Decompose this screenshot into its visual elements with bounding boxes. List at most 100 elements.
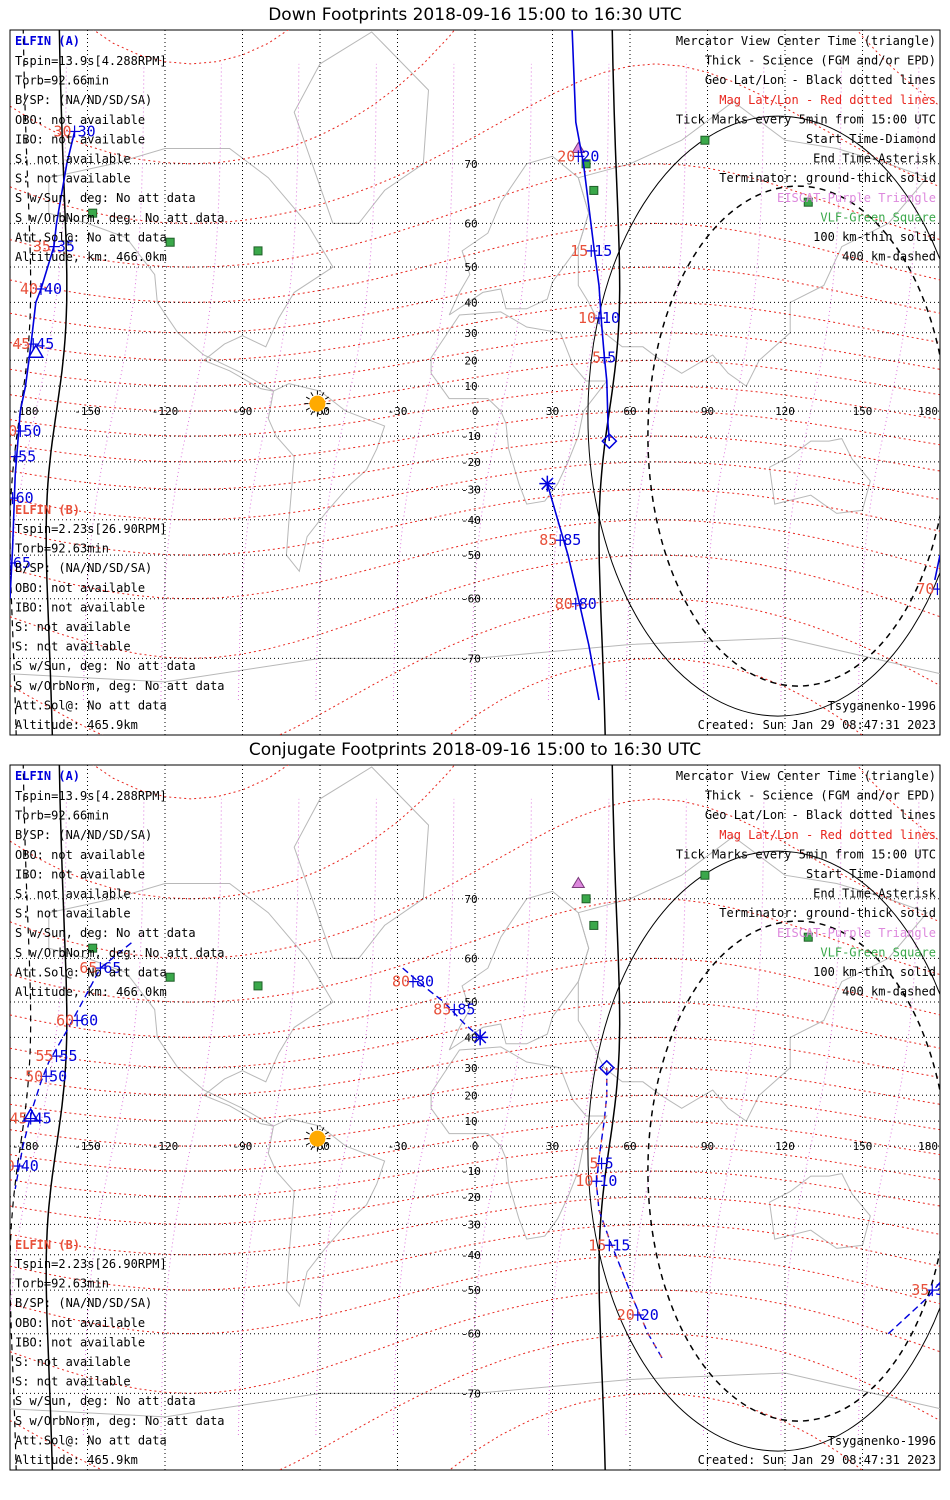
sun-ray [310, 1146, 314, 1151]
elfin-b-info-line: B/SP: (NA/ND/SD/SA) [15, 561, 152, 575]
lat-tick-label: 30 [464, 327, 477, 340]
sun-disc [309, 395, 326, 412]
lon-tick-label: -120 [152, 405, 179, 418]
time-tick-label-a: 40 [44, 280, 62, 298]
time-tick-label-a: 50 [49, 1067, 67, 1085]
lat-tick-label: -60 [461, 1328, 481, 1341]
track-line [887, 1282, 940, 1335]
elfin-a-info-line: OBO: not available [15, 848, 145, 862]
lat-tick-label: 30 [464, 1062, 477, 1075]
time-tick-label-a: 85 [457, 1001, 475, 1019]
down-title: Down Footprints 2018-09-16 15:00 to 16:3… [268, 5, 682, 25]
time-tick-label-b: 10 [578, 309, 596, 327]
time-tick-label-b: 80 [392, 973, 410, 991]
night-boundary-100km [587, 850, 940, 1452]
time-tick-label-a: 80 [579, 595, 597, 613]
asterisk-stroke [541, 477, 554, 490]
conjugate-title: Conjugate Footprints 2018-09-16 15:00 to… [248, 740, 702, 760]
mag-lat-line [10, 1120, 940, 1172]
coastlines [10, 31, 940, 683]
terminator-west [45, 30, 68, 735]
mag-lat-line [92, 765, 289, 800]
time-tick-label-b: 5 [590, 1155, 599, 1173]
elfin-b-info-line: Altitude: 465.9km [15, 1453, 138, 1467]
start-diamond-marker [601, 433, 618, 450]
lat-tick-label: -20 [461, 456, 481, 469]
lon-tick-label: 60 [623, 405, 636, 418]
coastline-2 [293, 31, 430, 224]
elfin-b-header: ELFIN (B) [15, 1238, 80, 1252]
coastline-4 [430, 1046, 608, 1240]
time-tick-label-b: 20 [557, 147, 575, 165]
legend-entry: Start Time-Diamond [806, 867, 936, 881]
elfin-a-info-line: S w/OrbNorm, deg: No att data [15, 211, 225, 225]
mag-lon-line [315, 63, 377, 701]
coastline-2 [293, 766, 430, 959]
coastline-1 [267, 383, 386, 573]
time-tick-label-b: 10 [575, 1172, 593, 1190]
mag-lat-line [10, 301, 940, 361]
vlf-station-marker [165, 237, 175, 247]
elfin-a-info-line: S: not available [15, 887, 131, 901]
lon-tick-label: 150 [853, 1140, 873, 1153]
time-tick-label-b: 40 [0, 1157, 15, 1175]
mag-lat-line [10, 222, 940, 303]
sun-ray [324, 396, 329, 400]
elfin-b-info-line: Tspin=2.23s[26.90RPM] [15, 522, 167, 536]
coastline-5 [577, 835, 928, 1122]
model-label: Tsyganenko-1996 [828, 1434, 936, 1448]
vlf-station-marker [165, 972, 175, 982]
lat-tick-label: -20 [461, 1191, 481, 1204]
legend-entry: EISCAT-Purple Triangle [777, 926, 936, 940]
lon-tick-label: 0 [472, 1140, 479, 1153]
elfin-b-info-line: OBO: not available [15, 581, 145, 595]
elfin-a-info-line: S w/Sun, deg: No att data [15, 926, 196, 940]
time-tick-label-a: 45 [34, 1110, 52, 1128]
elfin-b-info-line: IBO: not available [15, 600, 145, 614]
mag-lat-line [10, 1145, 940, 1198]
time-tick-label-b: 5 [592, 349, 601, 367]
lat-tick-label: -10 [461, 1165, 481, 1178]
elfin-a-info-line: Att.Sol@: No att data [15, 230, 167, 244]
mag-lon-line [237, 798, 300, 1436]
legend-entry: 400 km-dashed [842, 985, 936, 999]
lon-tick-label: 150 [853, 405, 873, 418]
coastline-1 [267, 1118, 386, 1308]
time-tick-label-a: 40 [21, 1157, 39, 1175]
sun-ray [305, 396, 310, 400]
lon-tick-label: -150 [74, 405, 101, 418]
time-tick-label-a: 35 [57, 238, 75, 256]
time-tick-label-b: 50 [0, 422, 17, 440]
lat-tick-label: 10 [464, 380, 477, 393]
elfin-a-info-line: Torb=92.66min [15, 809, 109, 823]
sun-icon [304, 390, 331, 417]
vlf-station-marker [803, 197, 813, 207]
elfin-a-info-line: Altitude, km: 466.0km [15, 985, 167, 999]
conjugate-footprints-panel: -180 -150 -120 -90 -60 -30 0 30 60 90 120 150 180 70 6… [0, 764, 941, 1471]
elfin-b-info-line: S w/OrbNorm, deg: No att data [15, 1414, 225, 1428]
time-tick-label-a: 60 [16, 489, 34, 507]
lat-tick-label: 10 [464, 1115, 477, 1128]
elfin-b-info-line: OBO: not available [15, 1316, 145, 1330]
elfin-b-info-line: Torb=92.63min [15, 1277, 109, 1291]
mag-lon-line [780, 63, 842, 701]
mag-lon-line [625, 798, 687, 1436]
sun-ray [321, 411, 325, 416]
elfin-a-info-line: Torb=92.66min [15, 74, 109, 88]
mag-lat-line [10, 461, 940, 521]
time-tick-label-a: 5 [605, 1155, 614, 1173]
elfin-a-info-line: S: not available [15, 172, 131, 186]
mag-lon-line [857, 63, 920, 701]
sun-ray [310, 1127, 314, 1132]
vlf-station-marker [803, 932, 813, 942]
mag-lat-line [10, 1333, 940, 1470]
lon-tick-label: -30 [388, 405, 408, 418]
legend-entry: 100 km-thin solid [813, 230, 936, 244]
model-label: Tsyganenko-1996 [828, 699, 936, 713]
lon-tick-label: 90 [701, 405, 714, 418]
time-tick-label-a: 55 [18, 448, 36, 466]
time-tick-label-a: 20 [581, 147, 599, 165]
time-tick-label-a: 10 [602, 309, 620, 327]
mag-lat-line [10, 798, 940, 959]
created-label: Created: Sun Jan 29 08:47:31 2023 [698, 718, 936, 732]
